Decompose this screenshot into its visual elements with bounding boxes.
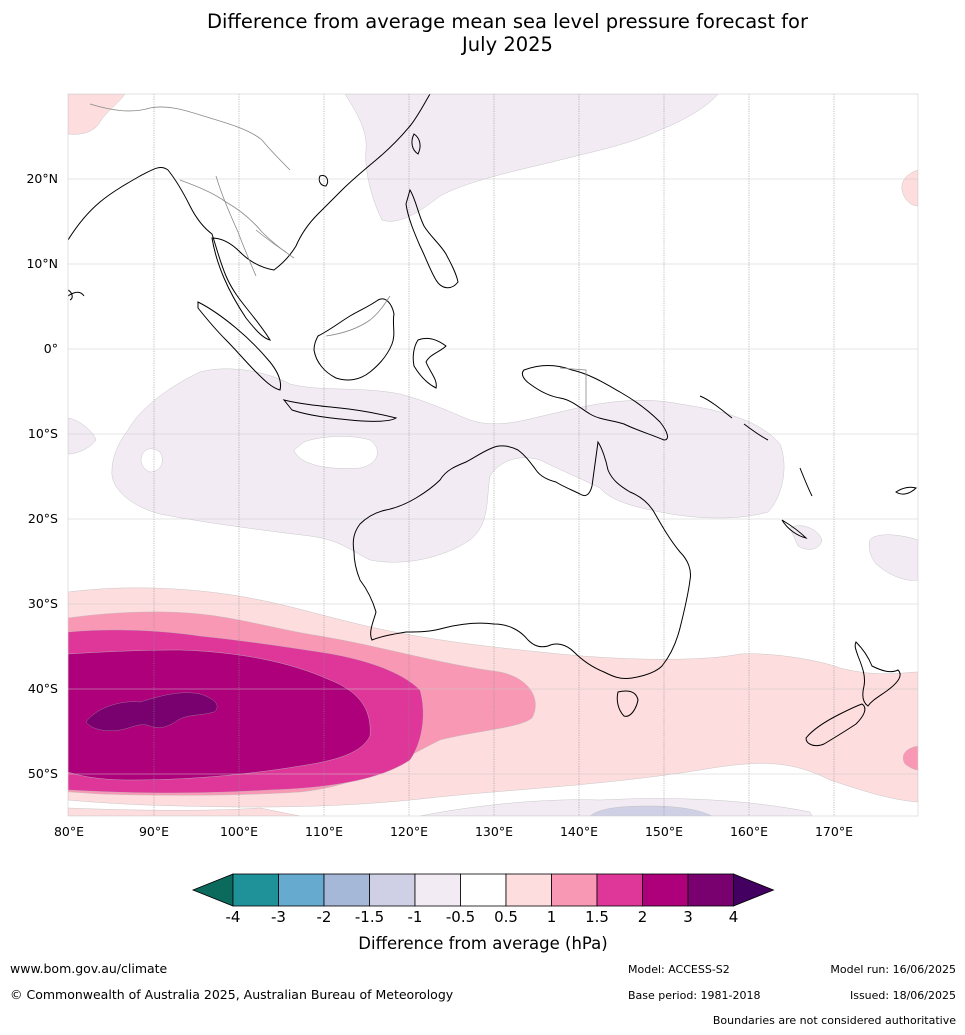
coastline-sulawesi (412, 337, 447, 389)
footer-issued: Issued: 18/06/2025 (849, 989, 956, 1002)
colorbar-tick: -3 (271, 908, 286, 926)
coastline-fiji (895, 486, 917, 495)
colorbar-box (232, 873, 279, 907)
title-line-2: July 2025 (462, 33, 553, 56)
footer-model-run: Model run: 16/06/2025 (830, 963, 956, 976)
colorbar-tick: 2 (638, 908, 648, 926)
coastline-borneo (313, 298, 395, 381)
colorbar-box (414, 873, 461, 907)
chart-title: Difference from average mean sea level p… (0, 10, 965, 56)
footer-model: Model: ACCESS-S2 (628, 963, 730, 976)
colorbar-tick: -1.5 (355, 908, 384, 926)
coastline-taiwan (411, 133, 421, 155)
colorbar-tick: -1 (408, 908, 423, 926)
lat-label-20s: 20°S (28, 511, 58, 526)
colorbar-tick: 0.5 (494, 908, 518, 926)
lat-label-40s: 40°S (28, 681, 58, 696)
lon-label-160e: 160°E (730, 824, 768, 839)
coastline-tasmania (616, 690, 639, 717)
coastline-asia-mainland (68, 94, 431, 341)
footer-base-period: Base period: 1981-2018 (628, 989, 761, 1002)
latitude-labels: 20°N 10°N 0° 10°S 20°S 30°S 40°S 50°S (26, 171, 58, 781)
lon-label-140e: 140°E (560, 824, 598, 839)
longitude-labels: 80°E 90°E 100°E 110°E 120°E 130°E 140°E … (54, 824, 853, 839)
footer-disclaimer: Boundaries are not considered authoritat… (712, 1014, 956, 1027)
lat-label-0: 0° (44, 341, 58, 356)
title-line-1: Difference from average mean sea level p… (207, 10, 808, 33)
lon-label-130e: 130°E (475, 824, 513, 839)
colorbar-box (323, 873, 370, 907)
lat-label-30s: 30°S (28, 596, 58, 611)
anomaly-neg-0.5-north (344, 94, 719, 222)
lon-label-150e: 150°E (645, 824, 683, 839)
coastline-vanuatu (799, 467, 813, 497)
colorbar-tick: 3 (683, 908, 693, 926)
lon-label-170e: 170°E (815, 824, 853, 839)
anomaly-0.5-nw-corner (68, 94, 126, 135)
colorbar-arrow-low (191, 873, 234, 907)
colorbar-tick: -4 (226, 908, 241, 926)
colorbar-tick: 4 (729, 908, 739, 926)
coastline-sri-lanka (68, 289, 73, 301)
anomaly-3-to-4-south (85, 692, 218, 731)
footer-website: www.bom.gov.au/climate (10, 961, 168, 976)
colorbar-box (551, 873, 598, 907)
colorbar-tick: -0.5 (446, 908, 475, 926)
anomaly-0.5-to-1-south-west (68, 807, 301, 816)
lat-label-50s: 50°S (28, 766, 58, 781)
colorbar-boxes (191, 873, 775, 907)
colorbar-title: Difference from average (hPa) (358, 934, 607, 953)
colorbar-box (687, 873, 734, 907)
map-frame (67, 93, 919, 817)
lon-label-90e: 90°E (139, 824, 169, 839)
map-gridlines (68, 94, 918, 816)
colorbar-box (278, 873, 325, 907)
coastline-solomons (699, 395, 769, 441)
anomaly-neg-1-south (589, 805, 713, 816)
colorbar-tick: 1.5 (585, 908, 609, 926)
anomaly-1-to-1.5-nz (902, 745, 918, 771)
coastlines (68, 94, 917, 747)
coastline-philippines (405, 188, 459, 289)
lon-label-120e: 120°E (390, 824, 428, 839)
lat-label-10s: 10°S (28, 426, 58, 441)
lon-label-100e: 100°E (220, 824, 258, 839)
colorbar-box (460, 873, 507, 907)
lon-label-80e: 80°E (54, 824, 84, 839)
anomaly-2-to-3-south (68, 649, 371, 781)
footer-copyright: © Commonwealth of Australia 2025, Austra… (10, 987, 454, 1002)
coastline-india-bay (68, 291, 85, 297)
colorbar-box (505, 873, 552, 907)
country-borders (89, 103, 587, 410)
colorbar-tick: 1 (547, 908, 557, 926)
lat-label-20n: 20°N (26, 171, 58, 186)
lat-label-10n: 10°N (26, 256, 58, 271)
colorbar: -4 -3 -2 -1.5 -1 -0.5 0.5 1 1.5 2 3 4 Di… (191, 873, 775, 953)
coastline-nz-north (854, 641, 901, 707)
coastline-hainan (318, 175, 329, 187)
colorbar-arrow-high (733, 873, 775, 907)
colorbar-box (596, 873, 643, 907)
coastline-new-guinea (521, 365, 668, 441)
colorbar-box (369, 873, 416, 907)
lon-label-110e: 110°E (305, 824, 343, 839)
anomaly-neg-0.5-east (869, 534, 918, 581)
anomaly-neg-0.5-west (68, 417, 97, 455)
anomaly-neg-0.5-south (419, 798, 813, 816)
coastline-australia (352, 440, 691, 679)
colorbar-tick: -2 (317, 908, 332, 926)
anomaly-neg-0.5-tropics (111, 368, 785, 563)
coastline-sumatra (197, 301, 281, 391)
coastline-java (282, 399, 398, 422)
coastline-nz-south (805, 703, 866, 747)
colorbar-tick-labels: -4 -3 -2 -1.5 -1 -0.5 0.5 1 1.5 2 3 4 (226, 908, 739, 926)
colorbar-box (642, 873, 689, 907)
coastline-new-caledonia (781, 519, 808, 539)
